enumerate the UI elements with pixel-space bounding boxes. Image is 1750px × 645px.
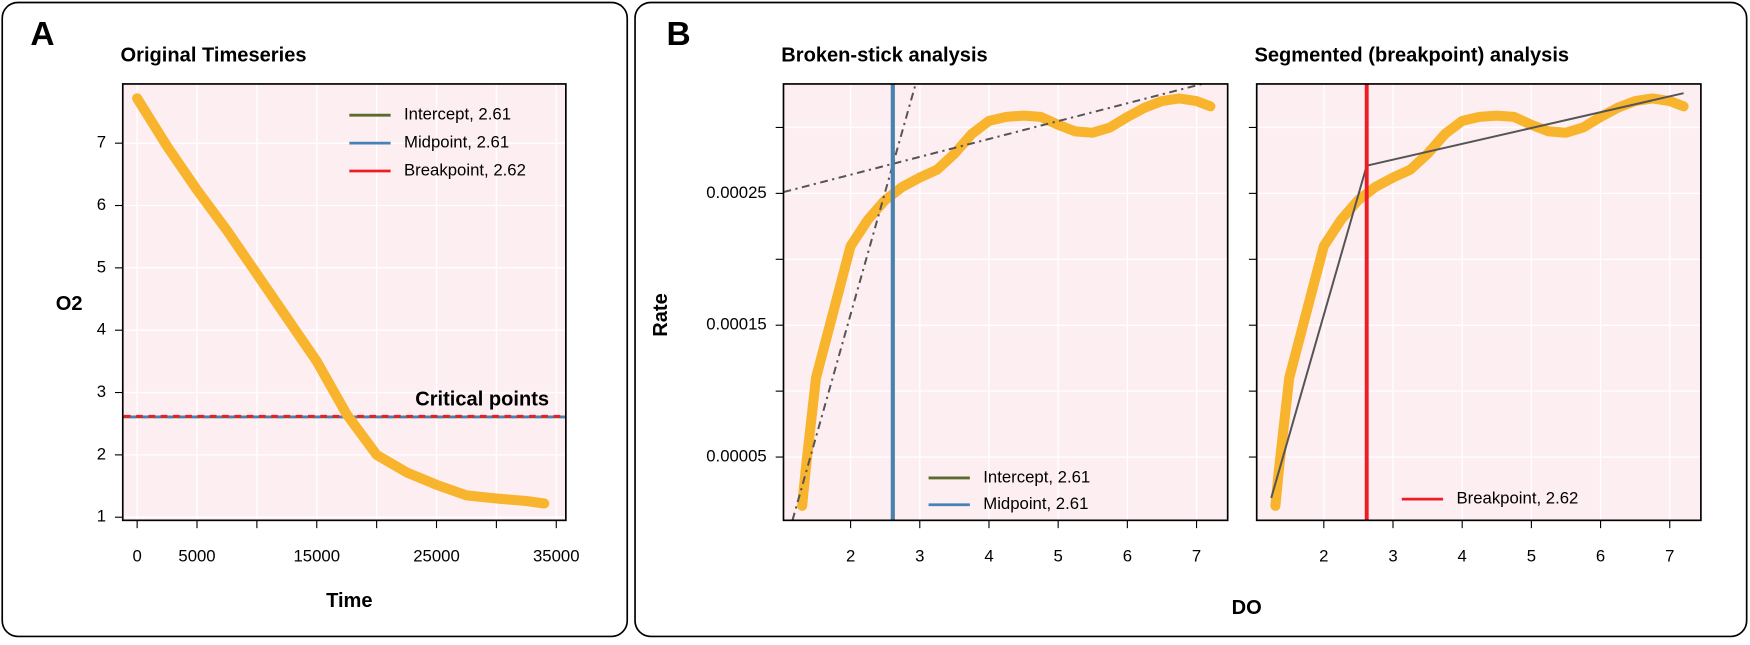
legend-label: Breakpoint, 2.62: [404, 160, 526, 179]
y-tick-label: 7: [97, 133, 106, 152]
panel-label: B: [666, 16, 690, 53]
x-tick-label: 15000: [293, 547, 340, 566]
x-tick-label: 7: [1665, 547, 1674, 566]
legend-label: Intercept, 2.61: [404, 105, 511, 124]
data-line: [132, 93, 550, 509]
plot-background: [1256, 83, 1701, 521]
chart-title: Segmented (breakpoint) analysis: [1254, 44, 1569, 66]
x-tick-label: 5: [1054, 547, 1063, 566]
x-tick-label: 3: [915, 547, 924, 566]
plot-frame: [121, 83, 567, 522]
y-tick-label: 3: [97, 382, 106, 401]
legend-label: Breakpoint, 2.62: [1456, 489, 1578, 508]
plot-frame: [1255, 83, 1702, 522]
x-tick-label: 5: [1527, 547, 1536, 566]
x-tick-label: 4: [1458, 547, 1467, 566]
x-axis-label: Time: [326, 590, 373, 612]
annotation: Critical points: [415, 388, 549, 410]
legend-label: Midpoint, 2.61: [404, 133, 509, 152]
y-tick-label: 2: [97, 444, 106, 463]
fit-line: [783, 83, 1207, 194]
x-axis-label: DO: [1232, 597, 1262, 619]
x-tick-label: 35000: [533, 547, 580, 566]
y-axis-label: Rate: [650, 293, 672, 337]
x-tick-label: 0: [132, 547, 141, 566]
plot-area: [783, 83, 1216, 521]
plot-background: [783, 83, 1228, 521]
y-tick-label: 4: [97, 320, 106, 339]
panel-label: A: [30, 16, 54, 53]
x-tick-label: 3: [1388, 547, 1397, 566]
x-tick-label: 5000: [178, 547, 215, 566]
y-tick-label: 5: [97, 257, 106, 276]
y-axis-label: O2: [56, 293, 83, 315]
legend-label: Midpoint, 2.61: [983, 494, 1088, 513]
y-tick-label: 0.00015: [706, 315, 767, 334]
panel-frame: [1, 1, 629, 638]
chart-title: Original Timeseries: [121, 44, 307, 66]
x-tick-label: 6: [1123, 547, 1132, 566]
plot-area: [122, 93, 566, 509]
data-line: [797, 93, 1216, 511]
legend-label: Intercept, 2.61: [983, 467, 1090, 486]
x-tick-label: 2: [1319, 547, 1328, 566]
x-tick-label: 2: [846, 547, 855, 566]
y-tick-label: 6: [97, 195, 106, 214]
x-tick-label: 4: [984, 547, 993, 566]
y-tick-label: 0.00005: [706, 446, 767, 465]
y-tick-label: 0.00025: [706, 183, 767, 202]
panel-frame: [634, 1, 1748, 638]
plot-frame: [782, 83, 1229, 522]
x-tick-label: 25000: [413, 547, 460, 566]
x-tick-label: 6: [1596, 547, 1605, 566]
y-tick-label: 1: [97, 507, 106, 526]
x-tick-label: 7: [1192, 547, 1201, 566]
chart-title: Broken-stick analysis: [781, 44, 987, 66]
plot-area: [1270, 83, 1689, 521]
